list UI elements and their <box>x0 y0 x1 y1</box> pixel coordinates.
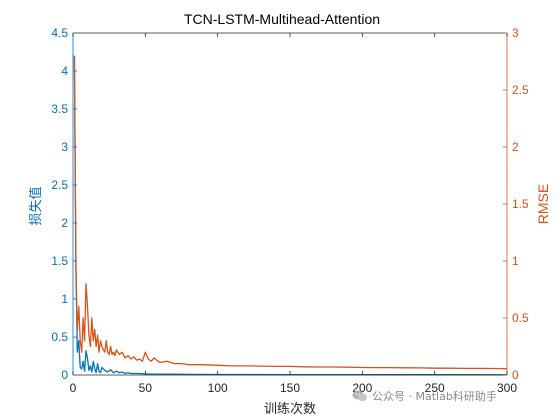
series-line-rmse <box>73 55 508 370</box>
y-tick-label-left: 2 <box>61 216 68 230</box>
y-tick-label-right: 1 <box>512 254 519 268</box>
y-axis-label-left: 损失值 <box>28 186 44 225</box>
series-line-loss <box>73 55 508 376</box>
x-tick-label: 0 <box>70 381 77 395</box>
y-tick-label-right: 0.5 <box>512 311 529 325</box>
x-tick-label: 250 <box>425 381 445 395</box>
y-axis-label-right: RMSE <box>535 184 551 224</box>
x-tick-label: 100 <box>208 381 228 395</box>
y-tick-label-left: 3 <box>61 140 68 154</box>
y-tick-label-right: 1.5 <box>512 197 529 211</box>
y-tick-label-left: 2.5 <box>51 178 68 192</box>
x-axis-label: 训练次数 <box>264 401 316 417</box>
y-tick-label-left: 1.5 <box>51 254 68 268</box>
watermark-text: 公众号 · Matlab科研助手 <box>372 390 497 403</box>
y-tick-label-left: 4 <box>61 64 68 78</box>
wechat-icon <box>352 390 367 402</box>
chart-title: TCN-LSTM-Multihead-Attention <box>184 11 380 27</box>
y-tick-label-right: 0 <box>512 368 519 382</box>
plot-area <box>73 33 507 375</box>
y-tick-label-right: 3 <box>512 26 519 40</box>
y-tick-label-left: 4.5 <box>51 26 68 40</box>
x-tick-label: 50 <box>139 381 153 395</box>
y-tick-label-right: 2.5 <box>512 83 529 97</box>
x-tick-label: 150 <box>280 381 300 395</box>
y-tick-label-left: 0 <box>61 368 68 382</box>
y-tick-label-left: 1 <box>61 292 68 306</box>
y-tick-label-right: 2 <box>512 140 519 154</box>
x-tick-label: 300 <box>497 381 517 395</box>
y-tick-label-left: 3.5 <box>51 102 68 116</box>
watermark: 公众号 · Matlab科研助手 <box>352 388 497 404</box>
y-tick-label-left: 0.5 <box>51 330 68 344</box>
